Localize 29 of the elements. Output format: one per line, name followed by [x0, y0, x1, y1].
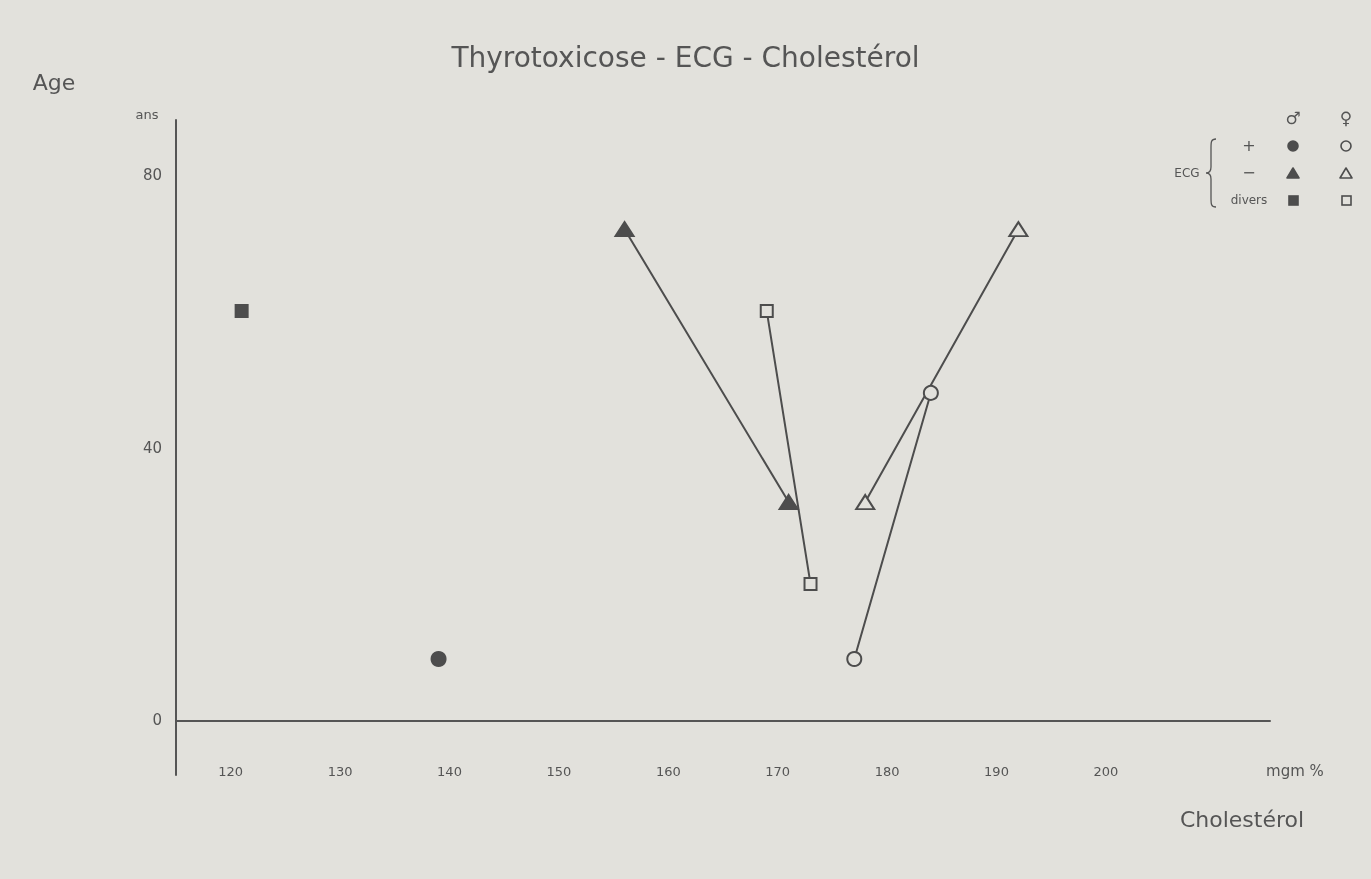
point	[759, 304, 774, 319]
x-tick-label: 160	[655, 764, 681, 779]
legend-label: −	[1242, 163, 1256, 182]
y-tick-label: 0	[152, 711, 162, 730]
y-axis-title: Age	[32, 69, 76, 95]
point	[234, 304, 249, 319]
point	[430, 651, 447, 668]
x-tick-label: 200	[1093, 764, 1119, 779]
annotation: mgm %	[1266, 762, 1324, 780]
y-tick-label: 80	[142, 165, 162, 184]
point	[922, 384, 939, 401]
legend-label: divers	[1230, 193, 1268, 207]
x-tick-label: 130	[327, 764, 353, 779]
text: ♀	[1339, 107, 1353, 128]
point	[846, 651, 863, 668]
chart-title: Thyrotoxicose - ECG - Cholestérol	[450, 40, 920, 74]
text: ♂	[1285, 107, 1301, 128]
x-tick-label: 120	[218, 764, 244, 779]
x-tick-label: 180	[874, 764, 900, 779]
x-tick-label: 140	[437, 764, 462, 779]
text: ans	[135, 106, 159, 122]
legend-label: +	[1242, 136, 1256, 155]
point	[803, 576, 818, 591]
x-tick-label: 190	[984, 764, 1009, 779]
x-axis-title: Cholestérol	[1179, 806, 1305, 832]
legend-title: ECG	[1174, 166, 1200, 180]
x-tick-label: 150	[546, 764, 572, 779]
y-tick-label: 40	[142, 438, 162, 457]
x-tick-label: 170	[765, 764, 791, 779]
